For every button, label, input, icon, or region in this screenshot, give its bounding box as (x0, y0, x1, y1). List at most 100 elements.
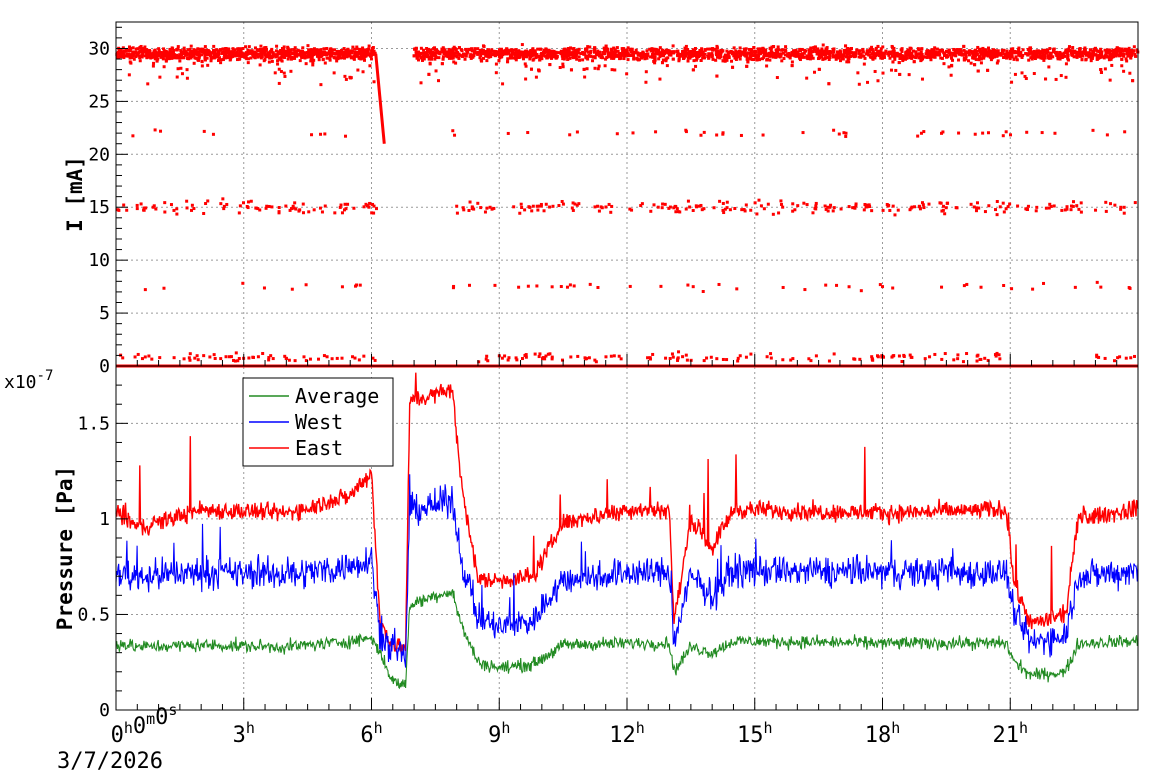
current-point (711, 47, 715, 51)
current-point (277, 50, 281, 54)
current-point (202, 211, 206, 215)
current-point (1126, 51, 1130, 55)
current-point (247, 45, 251, 49)
current-point (612, 354, 616, 358)
current-point (288, 208, 292, 212)
current-point (715, 357, 719, 361)
current-point (205, 56, 209, 60)
current-point (117, 208, 121, 212)
current-point (359, 49, 363, 53)
current-point (303, 56, 307, 60)
current-point (465, 51, 469, 55)
current-point (742, 208, 746, 212)
current-point (775, 76, 779, 80)
current-point (420, 58, 424, 62)
current-point (709, 47, 713, 51)
current-point (670, 50, 674, 54)
current-point (998, 205, 1002, 209)
current-point (757, 49, 761, 53)
current-point (660, 206, 664, 210)
current-point (266, 52, 270, 56)
current-point (931, 48, 935, 52)
current-point (157, 49, 161, 53)
pressure-y-tick-label: 0 (99, 700, 110, 721)
current-point (526, 50, 530, 54)
current-point (801, 53, 805, 57)
current-point (829, 203, 833, 207)
current-point (353, 47, 357, 51)
current-point (538, 58, 542, 62)
current-point (1010, 287, 1014, 291)
current-point (747, 51, 751, 55)
current-point (870, 55, 874, 59)
current-point (204, 202, 208, 206)
current-point (922, 130, 926, 134)
current-point (676, 358, 680, 362)
current-point (503, 354, 507, 358)
current-point (568, 56, 572, 60)
current-point (139, 44, 143, 48)
current-point (202, 354, 206, 358)
current-point (503, 49, 507, 53)
current-point (867, 203, 871, 207)
current-point (319, 83, 323, 87)
current-point (591, 55, 595, 59)
current-point (765, 57, 769, 61)
current-point (950, 63, 954, 67)
current-point (203, 51, 207, 55)
current-point (227, 53, 231, 57)
current-point (1019, 54, 1023, 58)
current-point (663, 51, 667, 55)
current-point (238, 204, 242, 208)
current-point (1133, 52, 1137, 56)
current-point (492, 206, 496, 210)
current-point (889, 50, 893, 54)
current-point (420, 55, 424, 59)
current-point (534, 56, 538, 60)
current-point (605, 56, 609, 60)
current-point (484, 54, 488, 58)
current-point (1108, 78, 1112, 82)
current-point (685, 358, 689, 362)
current-point (992, 48, 996, 52)
current-point (965, 51, 969, 55)
current-point (1065, 205, 1069, 209)
current-point (124, 49, 128, 53)
current-point (644, 70, 648, 74)
current-point (610, 49, 614, 53)
current-point (153, 48, 157, 52)
current-point (230, 55, 234, 59)
current-point (203, 56, 207, 60)
current-point (1133, 201, 1137, 205)
current-point (496, 52, 500, 56)
current-point (749, 50, 753, 54)
current-point (997, 52, 1001, 56)
current-point (293, 46, 297, 50)
current-point (185, 206, 189, 210)
current-point (203, 58, 207, 62)
current-point (858, 49, 862, 53)
current-point (561, 62, 565, 66)
current-point (927, 202, 931, 206)
current-point (331, 48, 335, 52)
current-point (457, 56, 461, 60)
current-point (938, 201, 942, 205)
current-point (933, 55, 937, 59)
current-point (569, 355, 573, 359)
current-point (689, 50, 693, 54)
current-point (986, 52, 990, 56)
current-point (1027, 52, 1031, 56)
current-point (918, 207, 922, 211)
current-point (756, 47, 760, 51)
current-point (224, 55, 228, 59)
current-point (172, 48, 176, 52)
current-point (589, 54, 593, 58)
current-point (271, 357, 275, 361)
current-point (1128, 286, 1132, 290)
current-point (1122, 69, 1126, 73)
current-point (275, 54, 279, 58)
current-point (828, 53, 832, 57)
current-point (858, 357, 862, 361)
current-point (871, 358, 875, 362)
current-point (186, 56, 190, 60)
